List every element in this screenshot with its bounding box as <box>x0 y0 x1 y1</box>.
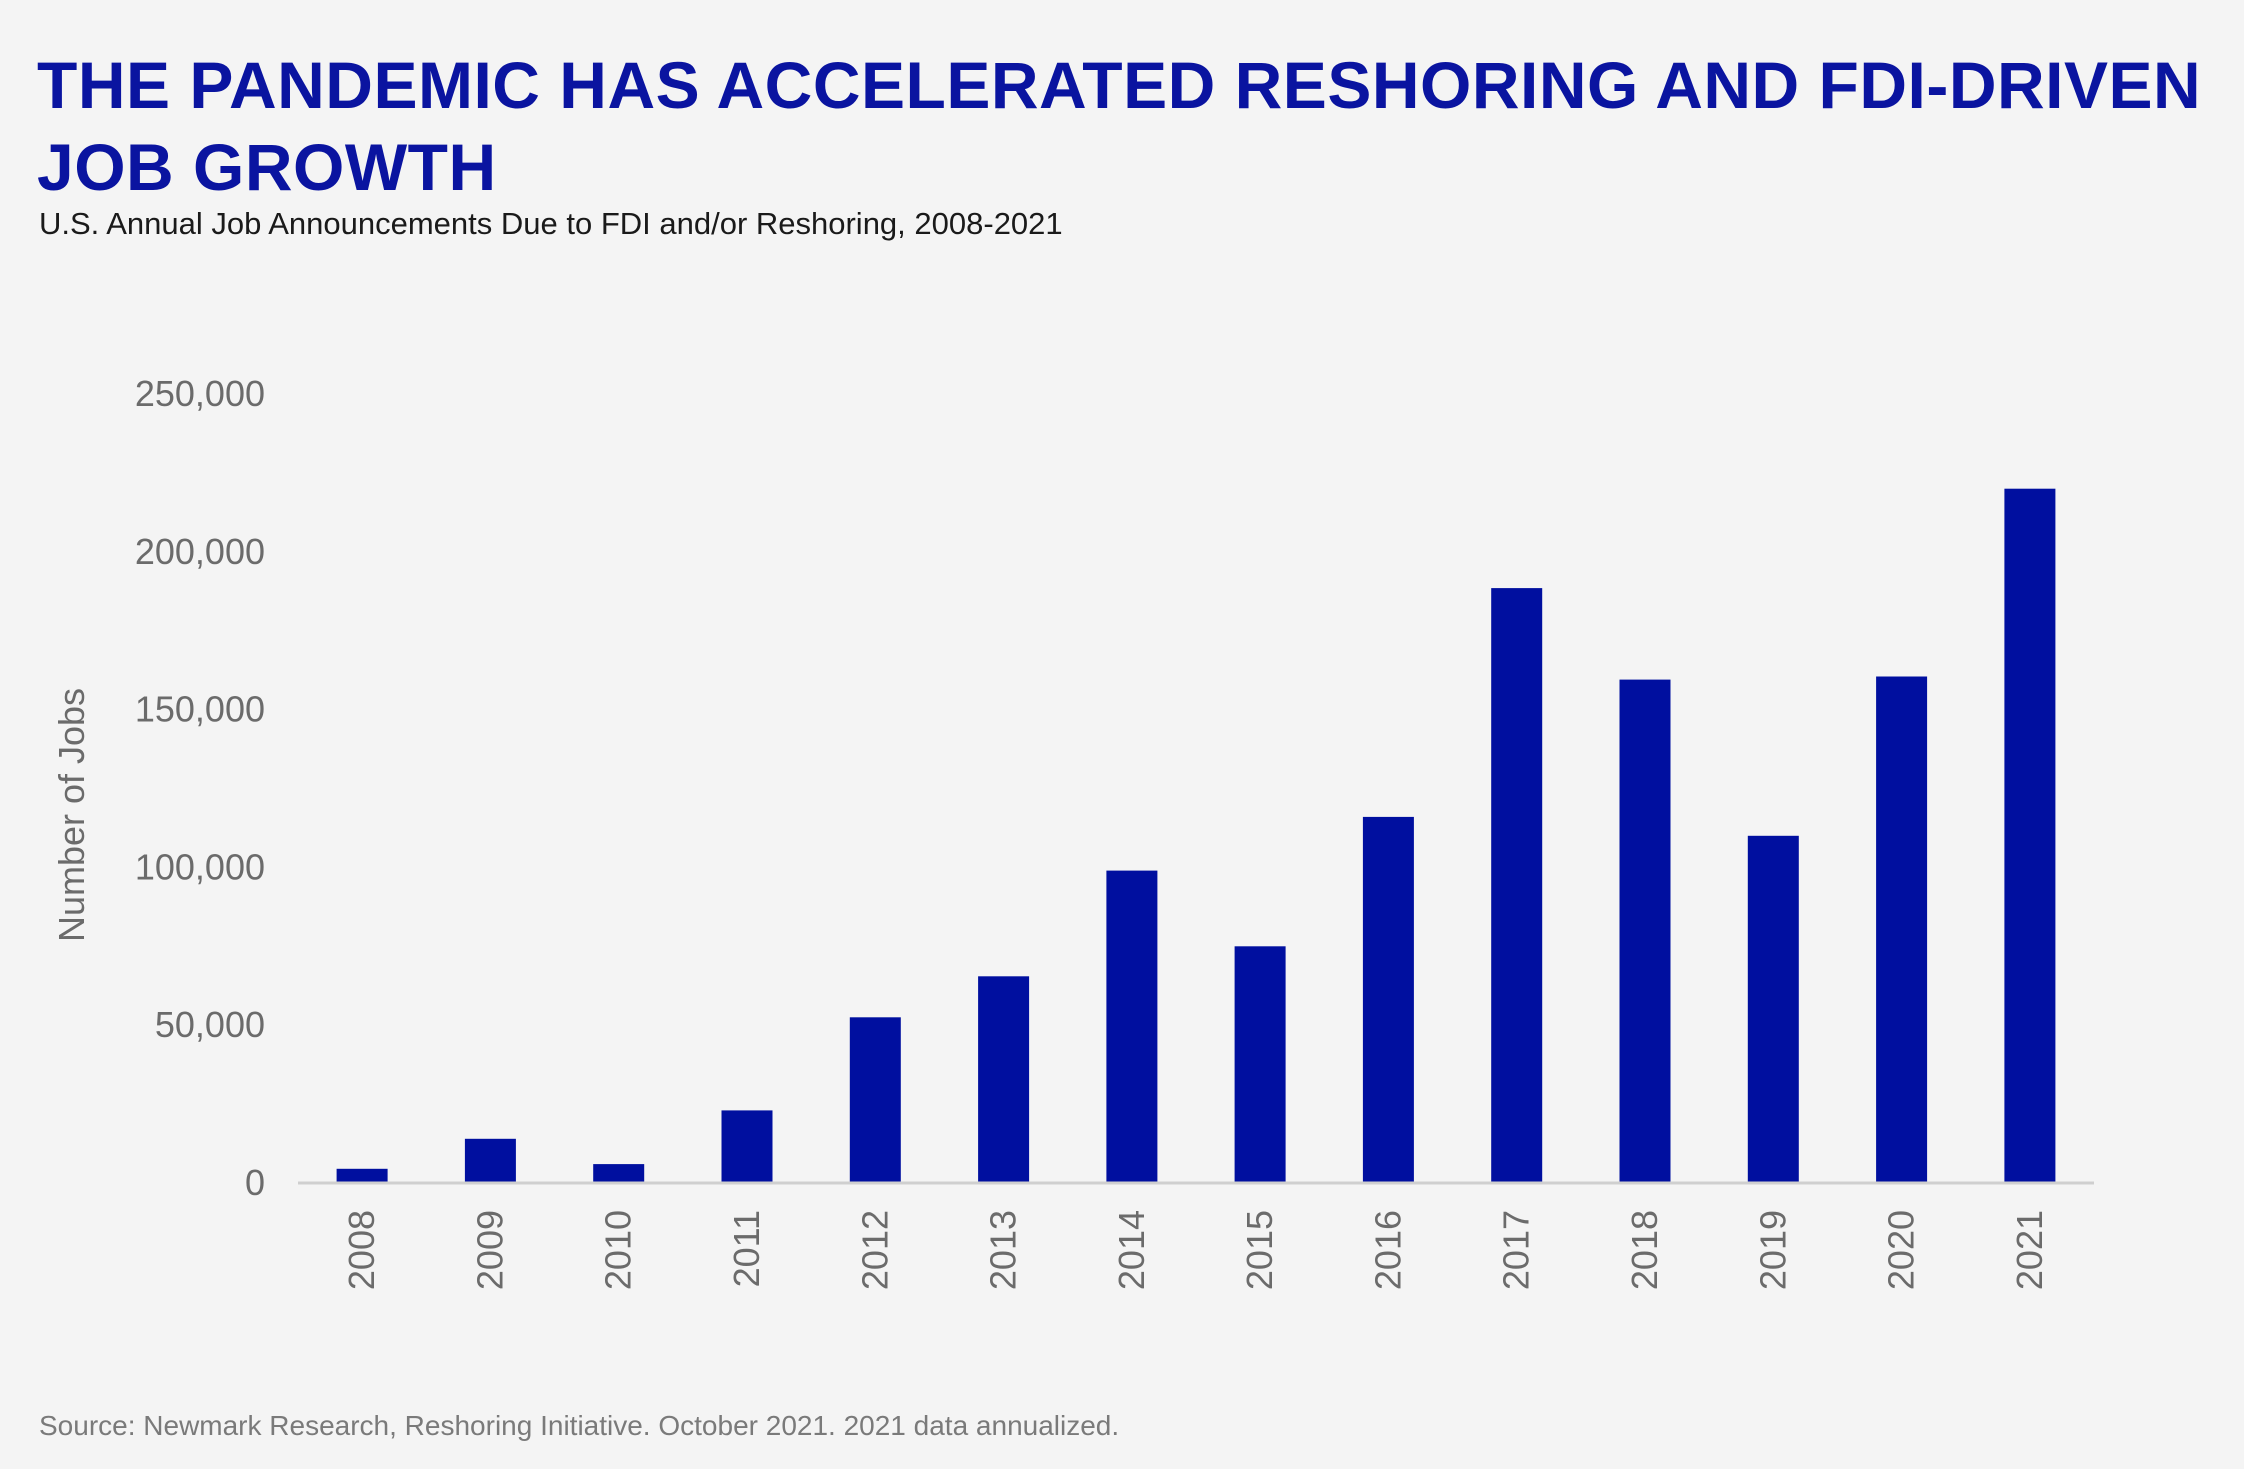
x-tick-label: 2010 <box>598 1210 639 1290</box>
y-axis-tick-labels: 0 50,000 100,000 150,000 200,000 250,000 <box>135 373 265 1203</box>
bar-series <box>336 488 2056 1183</box>
y-tick-label: 250,000 <box>135 373 265 414</box>
bar-2011 <box>721 1110 773 1183</box>
bar-2014 <box>1106 870 1158 1183</box>
x-tick-label: 2012 <box>854 1210 895 1290</box>
chart-title: THE PANDEMIC HAS ACCELERATED RESHORING A… <box>37 48 2202 204</box>
bar-2015 <box>1234 946 1286 1183</box>
x-tick-label: 2008 <box>341 1210 382 1290</box>
x-tick-label: 2015 <box>1239 1210 1280 1290</box>
y-tick-label: 100,000 <box>135 846 265 887</box>
source-note: Source: Newmark Research, Reshoring Init… <box>39 1410 1120 1441</box>
x-tick-label: 2011 <box>726 1210 767 1287</box>
bar-2010 <box>593 1164 645 1183</box>
bar-2012 <box>849 1017 901 1183</box>
x-tick-label: 2021 <box>2009 1210 2050 1290</box>
y-tick-label: 150,000 <box>135 689 265 730</box>
bar-2017 <box>1491 588 1543 1183</box>
y-tick-label: 0 <box>245 1162 265 1203</box>
bar-2019 <box>1747 835 1799 1183</box>
bar-2020 <box>1876 676 1928 1183</box>
x-axis-tick-labels: 2008 2009 2010 2011 2012 2013 2014 2015 2016 2017… <box>341 1210 2050 1290</box>
chart-subtitle: U.S. Annual Job Announcements Due to FDI… <box>39 206 1063 241</box>
x-tick-label: 2020 <box>1881 1210 1922 1290</box>
y-tick-label: 200,000 <box>135 531 265 572</box>
bar-2009 <box>464 1138 516 1183</box>
bar-2013 <box>978 976 1030 1183</box>
x-tick-label: 2016 <box>1367 1210 1408 1290</box>
y-tick-label: 50,000 <box>155 1004 265 1045</box>
x-tick-label: 2014 <box>1111 1210 1152 1290</box>
x-tick-label: 2017 <box>1496 1210 1537 1290</box>
x-tick-label: 2009 <box>469 1210 510 1290</box>
bar-2021 <box>2004 488 2056 1183</box>
x-tick-label: 2018 <box>1624 1210 1665 1290</box>
bar-2018 <box>1619 679 1671 1183</box>
y-axis-label: Number of Jobs <box>51 688 92 942</box>
x-tick-label: 2013 <box>983 1210 1024 1290</box>
bar-2016 <box>1362 816 1414 1183</box>
x-tick-label: 2019 <box>1752 1210 1793 1290</box>
bar-2008 <box>336 1168 388 1183</box>
